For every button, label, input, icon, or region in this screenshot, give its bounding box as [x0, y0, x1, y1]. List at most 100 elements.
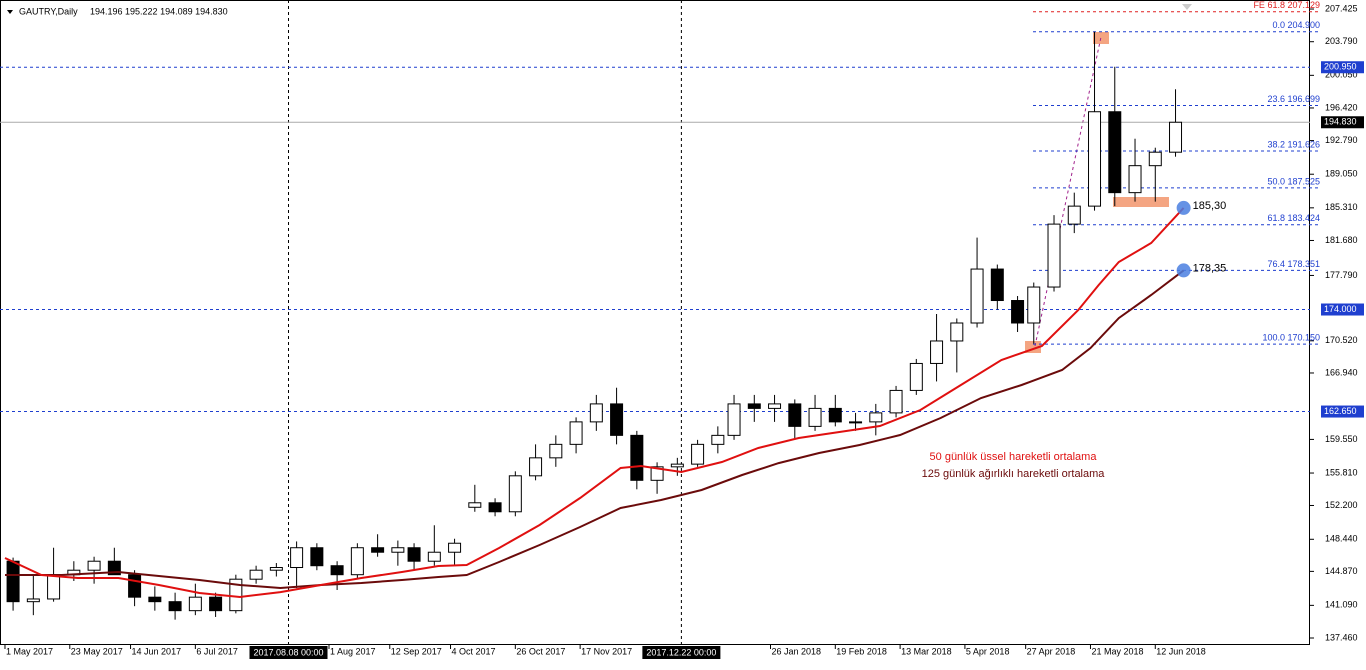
candle-body [849, 421, 863, 424]
candle-body [468, 502, 482, 508]
fibo-label: 100.0 170.150 [1262, 332, 1320, 342]
crosshair-label-box [642, 646, 721, 659]
candle-body [168, 601, 182, 612]
candle-body [427, 551, 441, 562]
candle-body [508, 475, 522, 513]
candle-body [828, 407, 842, 423]
price-label-box [1321, 405, 1364, 418]
candle-body [650, 466, 664, 481]
crosshair-label-box [249, 646, 328, 659]
candle-body [1108, 111, 1122, 194]
candle-body [788, 403, 802, 427]
ohlc-text: 194.196 195.222 194.089 194.830 [90, 6, 228, 16]
candle-body [768, 403, 782, 409]
y-tick-label: 177.790 [1325, 270, 1358, 280]
y-tick-label: 141.090 [1325, 600, 1358, 610]
y-tick-label: 148.440 [1325, 534, 1358, 544]
candle-body [350, 547, 364, 576]
y-tick-label: 200.050 [1325, 70, 1358, 80]
candle-body [47, 574, 61, 600]
candle-body [747, 403, 761, 409]
candle-body [188, 596, 202, 612]
x-tick-label: 26 Jan 2018 [771, 646, 821, 656]
candle-body [1169, 121, 1183, 153]
series-label: 50 günlük üssel hareketli ortalama [930, 451, 1098, 463]
candle-body [229, 578, 243, 612]
y-tick-label: 192.790 [1325, 135, 1358, 145]
candle-body [330, 565, 344, 576]
candle-body [6, 560, 20, 603]
candle-body [970, 268, 984, 324]
y-tick-label: 144.870 [1325, 566, 1358, 576]
x-tick-label: 1 Aug 2017 [330, 646, 376, 656]
price-label: 162.650 [1324, 406, 1357, 416]
y-tick-label: 166.940 [1325, 367, 1358, 377]
fibo-label: FE 61.8 207.129 [1253, 0, 1320, 10]
fibo-label: 50.0 187.525 [1267, 176, 1320, 186]
price-label-box [1321, 61, 1364, 74]
x-tick-label: 1 May 2017 [6, 646, 53, 656]
candle-body [1011, 300, 1025, 324]
candle-body [808, 407, 822, 427]
price-label: 200.950 [1324, 62, 1357, 72]
x-tick-label: 4 Oct 2017 [452, 646, 496, 656]
fibo-label: 38.2 191.626 [1267, 139, 1320, 149]
x-tick-label: 5 Apr 2018 [966, 646, 1010, 656]
y-tick-label: 203.790 [1325, 36, 1358, 46]
candle-body [1128, 165, 1142, 194]
candle-body [589, 403, 603, 423]
candle-body [407, 547, 421, 562]
moving-average-line [4, 207, 1185, 599]
scroll-marker [1182, 4, 1192, 10]
candle-body [1067, 205, 1081, 225]
candle-body [87, 560, 101, 571]
x-tick-label: 17 Nov 2017 [581, 646, 632, 656]
candle-body [269, 567, 283, 571]
x-tick-label: 26 Oct 2017 [516, 646, 565, 656]
y-tick-label: 159.550 [1325, 434, 1358, 444]
highlight-box [1113, 197, 1169, 207]
candle-body [889, 389, 903, 414]
x-tick-label: 27 Apr 2018 [1027, 646, 1076, 656]
candle-body [26, 598, 40, 603]
candle-body [727, 403, 741, 436]
y-tick-label: 196.420 [1325, 102, 1358, 112]
x-tick-label: 13 Mar 2018 [901, 646, 952, 656]
symbol-title: GAUTRY,Daily [19, 6, 78, 16]
candle-body [610, 403, 624, 436]
x-tick-label: 12 Jun 2018 [1156, 646, 1206, 656]
end-marker [1176, 263, 1191, 278]
candle-body [691, 443, 705, 465]
candle-body [148, 596, 162, 603]
y-tick-label: 152.200 [1325, 500, 1358, 510]
x-tick-label: 14 Jun 2017 [132, 646, 182, 656]
x-tick-label: 23 May 2017 [71, 646, 123, 656]
y-tick-label: 170.520 [1325, 335, 1358, 345]
candle-body [488, 502, 502, 513]
candle-body [1088, 111, 1102, 207]
y-tick-label: 181.680 [1325, 235, 1358, 245]
y-tick-label: 155.810 [1325, 467, 1358, 477]
candle-body [549, 443, 563, 459]
price-label-box [1321, 303, 1364, 316]
plot-frame [0, 0, 1310, 645]
marker-label: 185,30 [1193, 200, 1227, 212]
price-label: 194.830 [1324, 117, 1357, 127]
candle-body [950, 322, 964, 342]
fibo-label: 0.0 204.900 [1272, 20, 1320, 30]
price-label-box [1321, 116, 1364, 129]
candle-body [391, 547, 405, 553]
candle-body [711, 434, 725, 445]
moving-average-line [5, 269, 1185, 590]
x-tick-label: 19 Feb 2018 [836, 646, 887, 656]
y-tick-label: 185.310 [1325, 202, 1358, 212]
candle-body [670, 463, 684, 468]
candle-body [448, 542, 462, 553]
candle-body [1027, 286, 1041, 324]
candle-body [529, 457, 543, 477]
y-tick-label: 189.050 [1325, 169, 1358, 179]
menu-triangle [7, 10, 13, 14]
candle-body [930, 340, 944, 364]
fibo-label: 61.8 183.424 [1267, 213, 1320, 223]
